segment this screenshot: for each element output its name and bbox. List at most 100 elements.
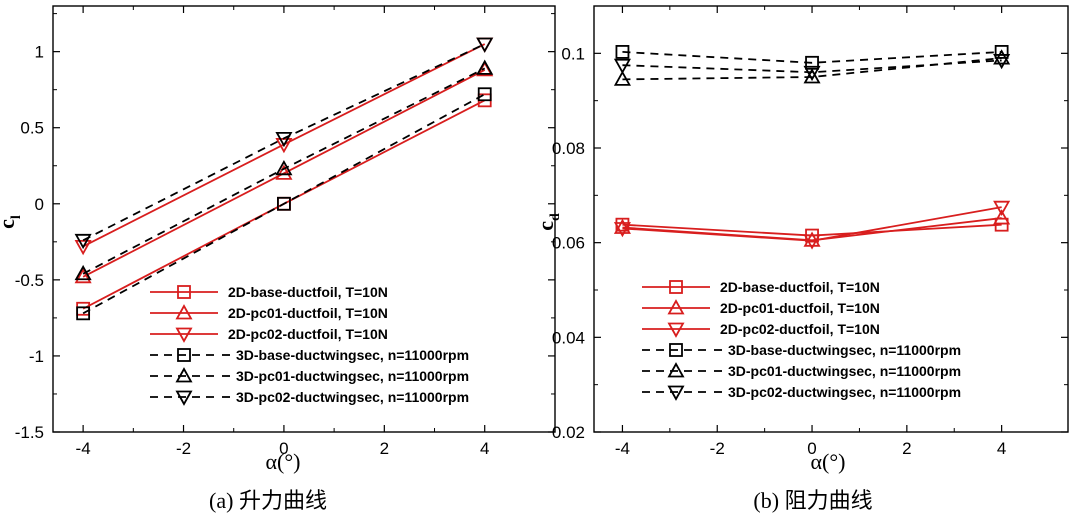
lift-x-tick-label: 0 xyxy=(279,439,288,458)
drag-series-2-point-3 xyxy=(993,209,1011,225)
lift-legend-marker-3 xyxy=(175,327,193,343)
lift-y-tick-label: 1 xyxy=(35,43,44,62)
drag-series-5-point-3 xyxy=(993,49,1011,65)
drag-legend-marker-5 xyxy=(667,362,685,378)
drag-legend-label-6: 3D-pc02-ductwingsec, n=11000rpm xyxy=(728,384,961,400)
lift-chart-caption: (a) 升力曲线 xyxy=(209,488,327,513)
drag-chart-panel: -4 -2 0 2 4 0.02 0.04 0.06 0.08 0.1 2D-base-ductf… xyxy=(533,5,1069,513)
lift-y-tick-label: -0.5 xyxy=(15,271,44,290)
drag-series-line-4 xyxy=(622,51,1002,64)
lift-series-line-2 xyxy=(82,69,486,278)
drag-series-3-point-3 xyxy=(993,200,1011,217)
lift-series-2-point-2 xyxy=(275,164,293,180)
drag-series-5-point-2 xyxy=(803,68,821,84)
drag-series-4-point-3 xyxy=(994,45,1009,59)
lift-legend-marker-6 xyxy=(175,390,193,406)
drag-legend-marker-2 xyxy=(667,299,685,315)
drag-y-label-sub: d xyxy=(548,213,563,221)
lift-series-4-point-1 xyxy=(76,306,91,321)
drag-legend-label-5: 3D-pc01-ductwingsec, n=11000rpm xyxy=(728,363,961,379)
lift-series-line-4 xyxy=(82,93,486,315)
lift-legend-label-3: 2D-pc02-ductfoil, T=10N xyxy=(228,326,388,342)
drag-legend-label-4: 3D-base-ductwingsec, n=11000rpm xyxy=(728,342,961,358)
drag-chart-series xyxy=(613,45,1011,250)
drag-series-2-point-1 xyxy=(613,218,631,234)
drag-x-tick-label: 0 xyxy=(807,439,816,458)
lift-y-label-sub: l xyxy=(9,215,24,219)
lift-legend-label-1: 2D-base-ductfoil, T=10N xyxy=(228,284,388,300)
drag-legend-marker-1 xyxy=(669,280,683,294)
lift-chart-series xyxy=(74,37,494,321)
lift-y-axis-label: cl xyxy=(0,215,24,229)
lift-y-tick-label: -1.5 xyxy=(15,423,44,442)
lift-x-tick-label: -2 xyxy=(176,439,191,458)
lift-x-tick-label: -4 xyxy=(76,439,91,458)
lift-legend-marker-1 xyxy=(177,285,191,299)
lift-series-6-point-2 xyxy=(275,131,293,148)
lift-legend-label-2: 2D-pc01-ductfoil, T=10N xyxy=(228,305,388,321)
drag-x-axis-label: α(°) xyxy=(811,449,846,474)
drag-chart-caption: (b) 阻力曲线 xyxy=(753,488,872,513)
drag-legend-marker-3 xyxy=(667,322,685,338)
lift-legend-marker-5 xyxy=(175,367,193,383)
drag-y-tick-label: 0.1 xyxy=(561,44,585,63)
lift-series-6-point-3 xyxy=(476,37,494,53)
drag-x-tick-label: 2 xyxy=(902,439,911,458)
drag-series-line-6 xyxy=(622,59,1002,74)
drag-y-tick-label: 0.06 xyxy=(552,234,585,253)
drag-series-6-point-1 xyxy=(613,58,631,75)
lift-legend-marker-4 xyxy=(177,348,191,362)
lift-y-label-main: c xyxy=(0,219,19,229)
drag-chart-legend: 2D-base-ductfoil, T=10N 2D-pc01-ductfoil,… xyxy=(642,279,961,401)
drag-y-tick-label: 0.08 xyxy=(552,139,585,158)
drag-legend-marker-6 xyxy=(667,385,685,401)
drag-series-3-point-2 xyxy=(803,234,821,250)
drag-x-tick-label: -2 xyxy=(710,439,725,458)
drag-legend-marker-4 xyxy=(669,343,683,357)
drag-plot-frame xyxy=(593,5,1069,433)
lift-chart-panel: -4 -2 0 2 4 -1.5 -1 -0.5 0 0.5 1 2D-base-ductfoil,… xyxy=(0,5,556,513)
lift-plot-frame xyxy=(52,5,556,433)
svg-text:cl: cl xyxy=(0,215,24,229)
lift-series-2-point-1 xyxy=(74,267,92,284)
drag-y-label-main: c xyxy=(533,221,558,231)
lift-series-6-point-1 xyxy=(74,233,92,250)
drag-series-3-point-1 xyxy=(613,222,631,238)
lift-y-tick-label: 0 xyxy=(35,195,44,214)
lift-x-axis-label: α(°) xyxy=(266,449,301,474)
drag-series-line-5 xyxy=(622,57,1002,81)
drag-y-tick-label: 0.02 xyxy=(552,423,585,442)
lift-series-line-6 xyxy=(82,43,486,242)
lift-chart-ticks: -4 -2 0 2 4 -1.5 -1 -0.5 0 0.5 1 xyxy=(15,6,555,458)
lift-series-4-point-2 xyxy=(277,196,291,211)
lift-y-tick-label: 0.5 xyxy=(20,119,44,138)
lift-legend-label-6: 3D-pc02-ductwingsec, n=11000rpm xyxy=(236,389,469,405)
drag-chart-axes xyxy=(593,5,1069,433)
lift-series-line-5 xyxy=(82,67,486,275)
lift-x-tick-label: 4 xyxy=(480,439,489,458)
drag-legend-label-1: 2D-base-ductfoil, T=10N xyxy=(720,279,880,295)
lift-chart-legend: 2D-base-ductfoil, T=10N 2D-pc01-ductfoil,… xyxy=(150,284,469,406)
drag-series-line-3 xyxy=(622,206,1002,242)
lift-series-5-point-2 xyxy=(275,159,293,176)
drag-series-4-point-1 xyxy=(615,45,630,59)
drag-y-tick-label: 0.04 xyxy=(552,328,585,347)
lift-chart-axes xyxy=(52,5,556,433)
lift-series-4-point-3 xyxy=(477,87,492,102)
lift-series-5-point-1 xyxy=(74,264,92,281)
lift-legend-label-4: 3D-base-ductwingsec, n=11000rpm xyxy=(236,347,469,363)
lift-series-3-point-1 xyxy=(74,239,92,256)
drag-series-5-point-1 xyxy=(613,70,631,86)
lift-legend-label-5: 3D-pc01-ductwingsec, n=11000rpm xyxy=(236,368,469,384)
drag-chart-ticks: -4 -2 0 2 4 0.02 0.04 0.06 0.08 0.1 xyxy=(552,5,1068,458)
drag-series-6-point-2 xyxy=(803,65,821,82)
lift-y-tick-label: -1 xyxy=(29,347,44,366)
drag-series-6-point-3 xyxy=(993,54,1011,70)
drag-x-tick-label: 4 xyxy=(997,439,1006,458)
drag-legend-label-2: 2D-pc01-ductfoil, T=10N xyxy=(720,300,880,316)
lift-series-5-point-3 xyxy=(476,59,494,75)
drag-y-axis-label: cd xyxy=(533,213,563,231)
drag-x-tick-label: -4 xyxy=(615,439,630,458)
lift-x-tick-label: 2 xyxy=(380,439,389,458)
